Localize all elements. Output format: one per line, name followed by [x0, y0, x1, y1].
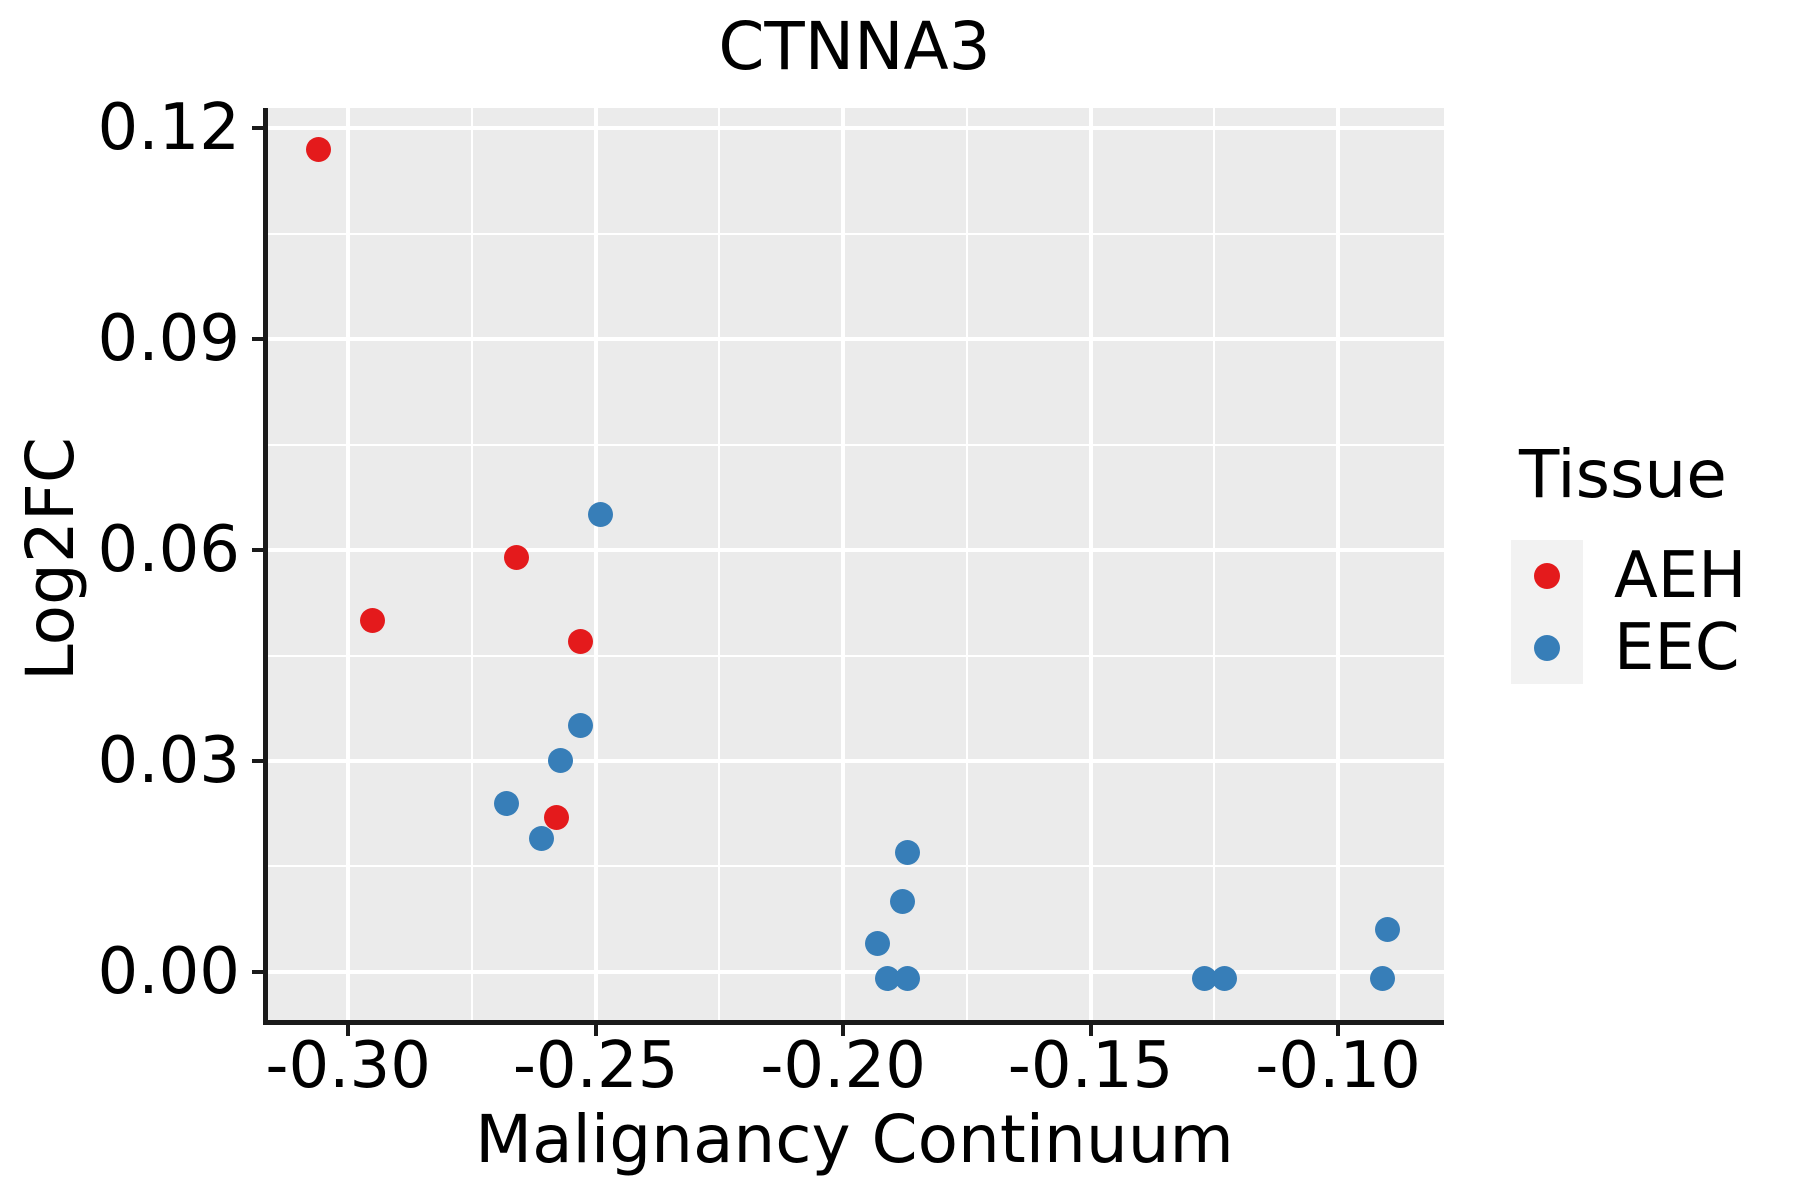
- point-eec: [1211, 966, 1237, 992]
- legend-label-eec: EEC: [1614, 611, 1740, 685]
- x-minor-gridline: [1213, 108, 1216, 1021]
- y-tick-label: 0.09: [97, 302, 241, 377]
- point-eec: [890, 889, 915, 915]
- y-tick-label: 0.00: [97, 934, 241, 1009]
- aeh-dot-icon: [1534, 563, 1560, 589]
- point-aeh: [305, 136, 331, 162]
- x-tick-mark: [1088, 1025, 1093, 1036]
- y-minor-gridline: [265, 232, 1444, 235]
- eec-dot-icon: [1534, 635, 1560, 661]
- plot-panel: [265, 108, 1444, 1021]
- y-major-gridline: [265, 758, 1444, 763]
- y-major-gridline: [265, 969, 1444, 974]
- point-aeh: [503, 544, 529, 570]
- plot-title: CTNNA3: [718, 8, 991, 85]
- point-eec: [1375, 917, 1401, 943]
- x-minor-gridline: [470, 108, 473, 1021]
- y-tick-mark: [252, 548, 263, 553]
- legend-key-eec: [1511, 612, 1583, 684]
- x-axis-line: [263, 1020, 1444, 1025]
- x-tick-mark: [841, 1025, 846, 1036]
- x-major-gridline: [1336, 108, 1341, 1021]
- y-tick-mark: [252, 337, 263, 342]
- y-tick-mark: [252, 969, 263, 974]
- point-eec: [865, 931, 891, 957]
- y-axis-line: [263, 108, 268, 1025]
- y-tick-label: 0.12: [97, 91, 241, 166]
- point-eec: [894, 966, 920, 992]
- x-major-gridline: [1088, 108, 1093, 1021]
- x-tick-label: -0.20: [760, 1029, 926, 1103]
- y-axis-title: Log2FC: [12, 437, 89, 681]
- x-major-gridline: [841, 108, 846, 1021]
- x-major-gridline: [346, 108, 351, 1021]
- point-eec: [494, 790, 520, 816]
- x-minor-gridline: [965, 108, 968, 1021]
- y-tick-mark: [252, 758, 263, 763]
- point-eec: [528, 825, 554, 851]
- y-major-gridline: [265, 126, 1444, 131]
- y-minor-gridline: [265, 865, 1444, 868]
- point-eec: [548, 748, 574, 774]
- x-tick-label: -0.30: [265, 1029, 431, 1103]
- x-tick-mark: [1336, 1025, 1341, 1036]
- point-eec: [568, 713, 594, 739]
- y-major-gridline: [265, 337, 1444, 342]
- x-axis-title: Malignancy Continuum: [475, 1101, 1234, 1178]
- legend-title: Tissue: [1519, 436, 1727, 513]
- x-minor-gridline: [718, 108, 721, 1021]
- y-minor-gridline: [265, 443, 1444, 446]
- point-eec: [894, 839, 920, 865]
- point-aeh: [568, 628, 594, 654]
- point-eec: [1370, 966, 1396, 992]
- x-major-gridline: [593, 108, 598, 1021]
- y-tick-label: 0.06: [97, 513, 241, 588]
- x-tick-mark: [346, 1025, 351, 1036]
- x-tick-label: -0.10: [1255, 1029, 1421, 1103]
- x-tick-label: -0.15: [1007, 1029, 1174, 1103]
- y-major-gridline: [265, 548, 1444, 553]
- x-tick-label: -0.25: [512, 1029, 679, 1103]
- point-eec: [588, 502, 614, 528]
- point-aeh: [543, 804, 569, 830]
- point-aeh: [360, 607, 386, 633]
- y-minor-gridline: [265, 654, 1444, 657]
- x-tick-mark: [593, 1025, 598, 1036]
- y-tick-mark: [252, 126, 263, 131]
- legend-label-aeh: AEH: [1614, 539, 1747, 613]
- legend-key-aeh: [1511, 540, 1583, 612]
- y-tick-label: 0.03: [97, 723, 241, 798]
